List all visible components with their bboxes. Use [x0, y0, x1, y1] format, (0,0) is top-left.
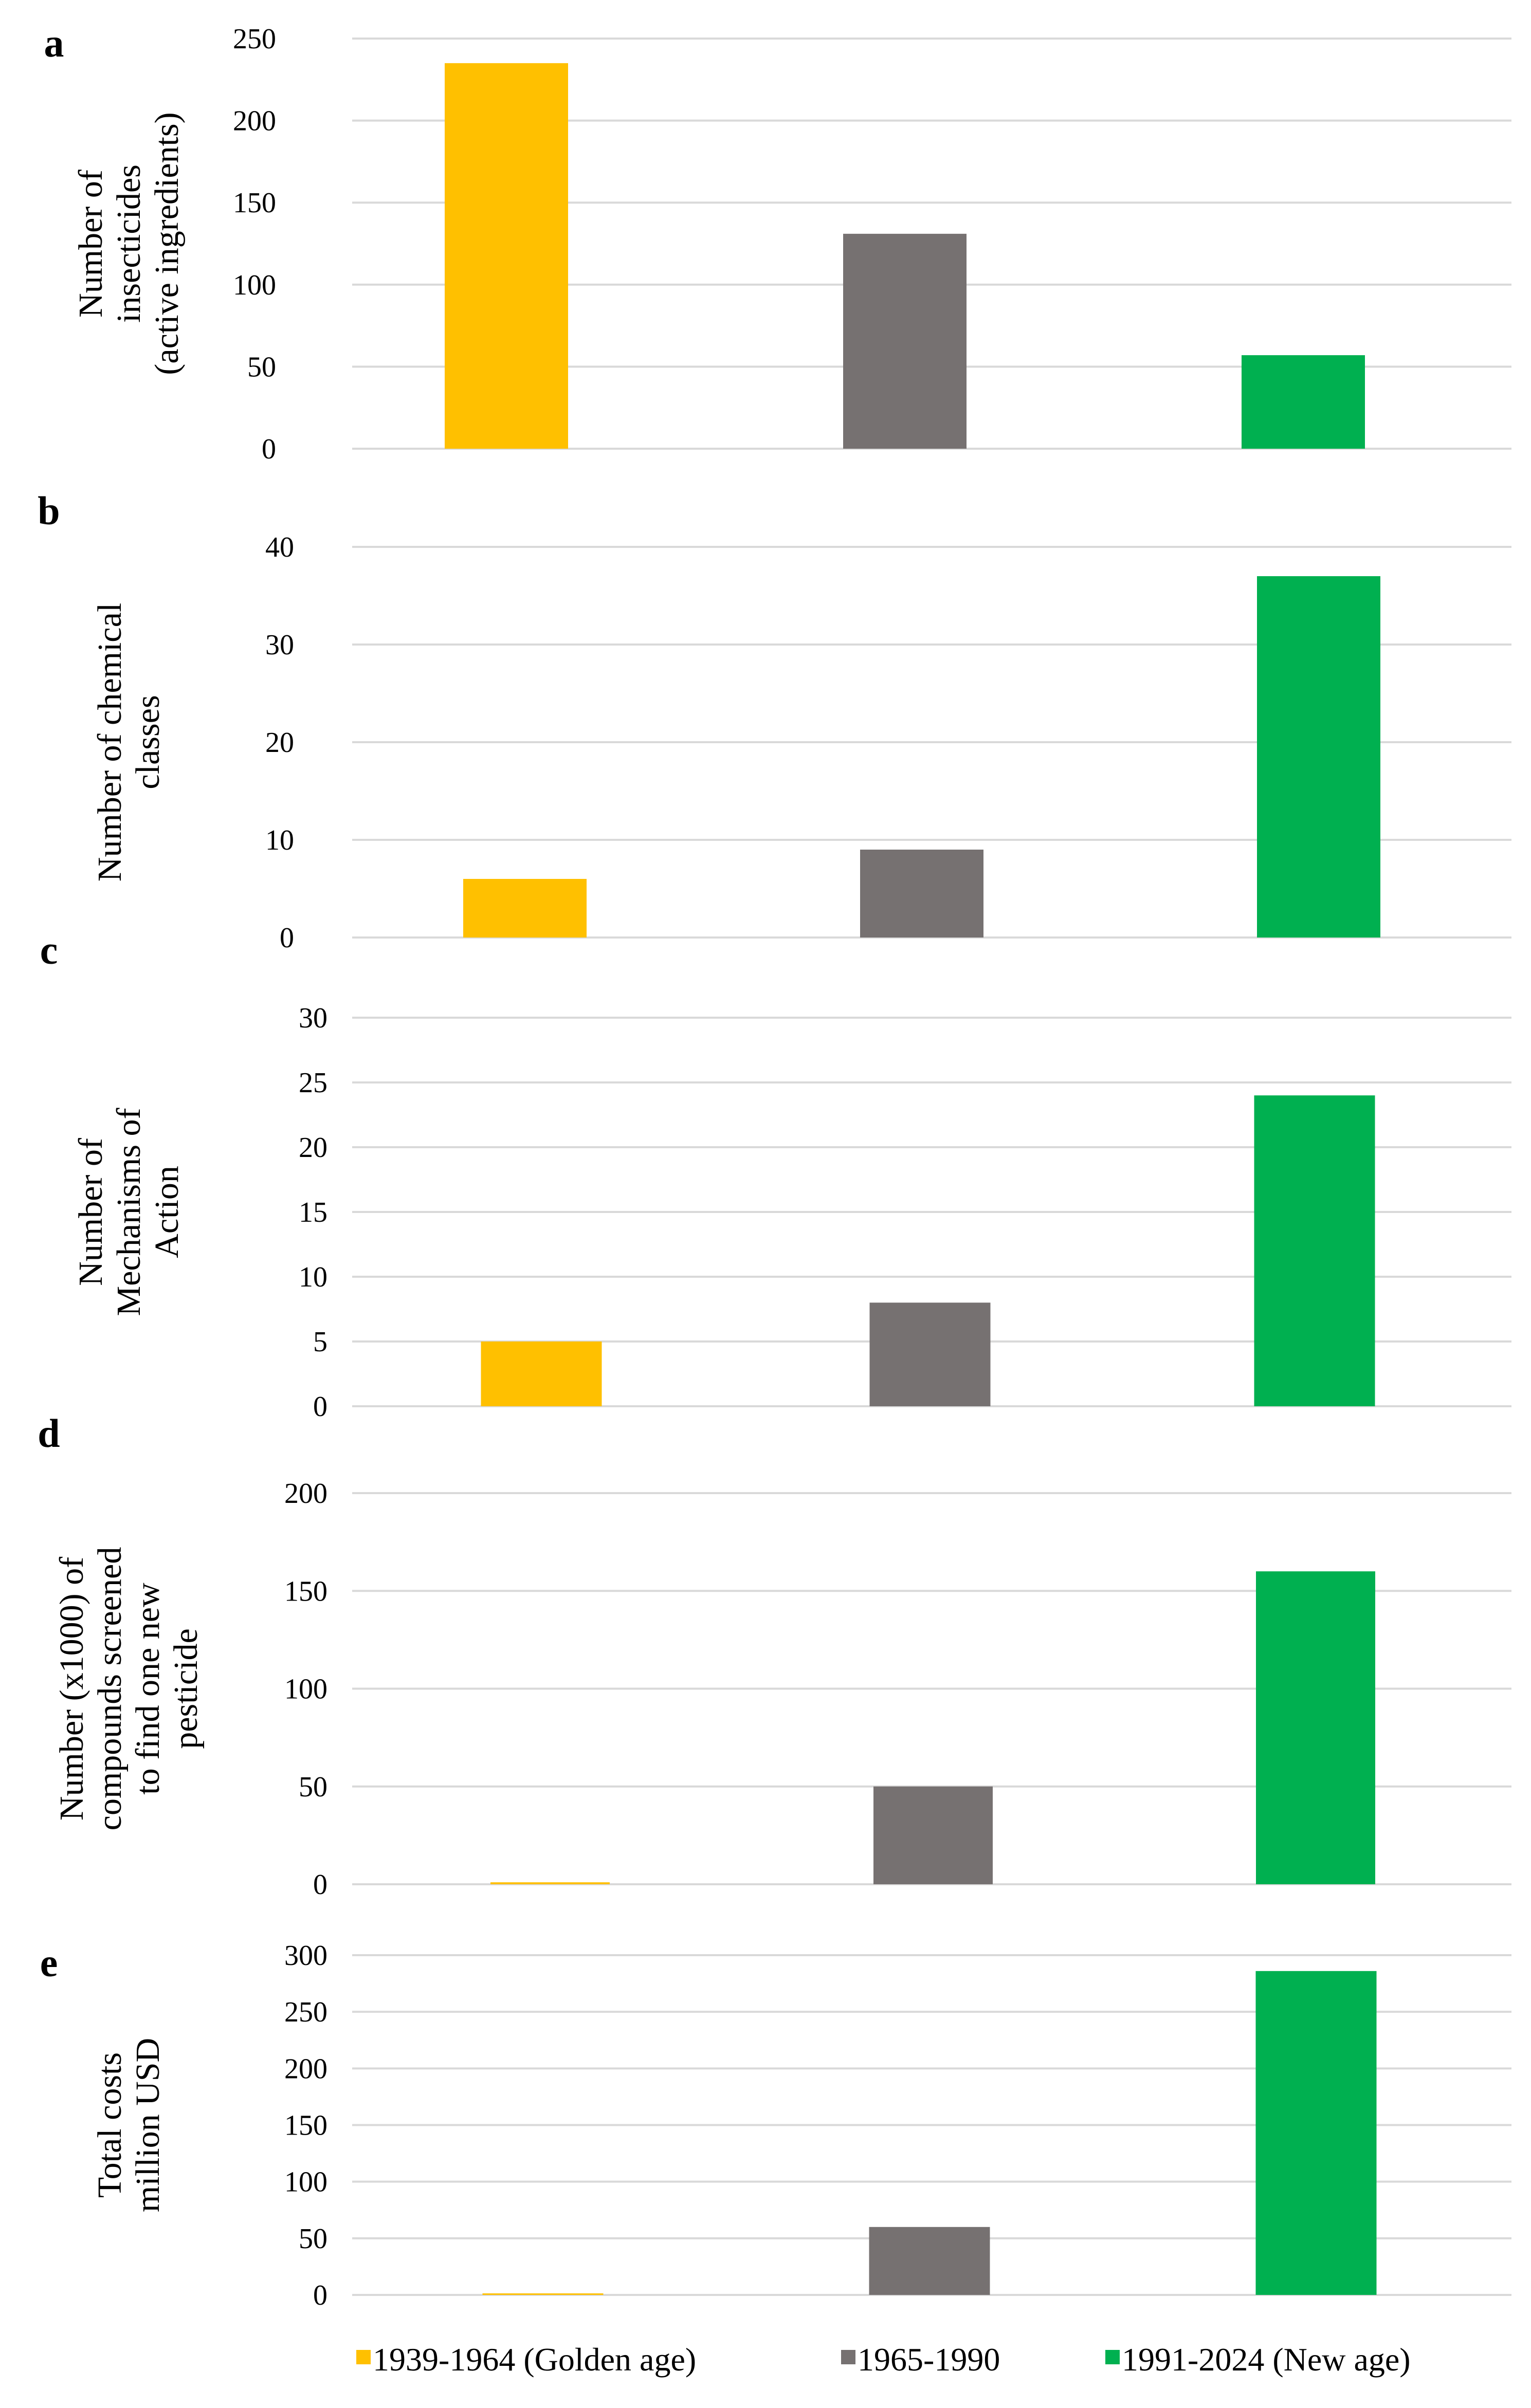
- y-tick-label: 200: [284, 1478, 327, 1510]
- panel-label: e: [40, 1940, 58, 1985]
- y-axis-label-line: classes: [129, 695, 167, 789]
- y-tick-label: 0: [280, 922, 294, 954]
- legend-label: 1939-1964 (Golden age): [373, 2341, 696, 2378]
- legend-label: 1991-2024 (New age): [1122, 2341, 1411, 2378]
- y-axis-label-line: Number of: [72, 1138, 110, 1286]
- y-tick-label: 25: [299, 1067, 327, 1099]
- y-axis-label-line: Action: [148, 1166, 186, 1258]
- y-tick-label: 50: [247, 351, 276, 383]
- y-tick-label: 150: [284, 1575, 327, 1607]
- panel-a: 0 50 100 150 200 250 a Number ofinsecticides(ac…: [44, 21, 1511, 465]
- y-tick-label: 15: [299, 1197, 327, 1228]
- y-axis-label-line: (active ingredients): [148, 112, 186, 375]
- y-tick-label: 10: [299, 1261, 327, 1293]
- y-tick-label: 0: [262, 433, 276, 465]
- bar-e-1: [482, 2293, 604, 2295]
- bar-e-2: [869, 2227, 990, 2295]
- legend-item-1: 1939-1964 (Golden age): [356, 2341, 696, 2378]
- y-axis-label: Number of chemicalclasses: [91, 603, 167, 881]
- bar-b-3: [1257, 576, 1380, 938]
- y-tick-label: 250: [284, 1996, 327, 2028]
- y-tick-label: 150: [284, 2110, 327, 2142]
- y-tick-label: 200: [233, 105, 276, 137]
- panel-b: 0 10 20 30 40 b Number of chemicalclasses: [38, 488, 1511, 954]
- bar-b-1: [463, 879, 587, 938]
- y-axis-label-line: Total costs: [91, 2052, 129, 2198]
- y-tick-label: 0: [313, 1391, 327, 1423]
- bar-c-3: [1254, 1095, 1375, 1406]
- y-tick-label: 200: [284, 2053, 327, 2085]
- panel-label: a: [44, 21, 64, 65]
- y-tick-label: 5: [313, 1326, 327, 1358]
- legend-label: 1965-1990: [858, 2341, 1000, 2378]
- y-axis-label-line: million USD: [129, 2038, 167, 2212]
- bar-d-2: [873, 1786, 993, 1884]
- y-axis-label-line: Number of: [72, 170, 110, 318]
- y-tick-label: 150: [233, 187, 276, 219]
- y-axis-label-line: Number (x1000) of: [53, 1557, 90, 1821]
- y-tick-label: 0: [313, 2280, 327, 2311]
- legend-swatch: [841, 2350, 855, 2364]
- legend: 1939-1964 (Golden age) 1965-1990 1991-2024…: [356, 2341, 1411, 2378]
- panel-label: c: [40, 928, 58, 972]
- y-axis-label-line: Mechanisms of: [110, 1108, 148, 1316]
- y-tick-label: 100: [233, 269, 276, 301]
- panel-c: 0 5 10 15 20 25 30 c Number ofMechanisms ofActio…: [40, 928, 1511, 1423]
- y-axis-label: Number ofinsecticides(active ingredients…: [72, 112, 186, 375]
- y-axis-label-line: compounds screened: [91, 1547, 129, 1831]
- bar-b-2: [860, 850, 983, 938]
- y-axis-label: Number ofMechanisms ofAction: [72, 1108, 186, 1316]
- y-tick-label: 250: [233, 23, 276, 55]
- y-tick-label: 10: [265, 824, 294, 856]
- panel-d: 0 50 100 150 200 d Number (x1000) ofcompounds …: [38, 1411, 1511, 1901]
- y-axis-label-line: Number of chemical: [91, 603, 129, 881]
- y-tick-label: 100: [284, 2166, 327, 2198]
- bar-d-1: [490, 1882, 610, 1884]
- bar-e-3: [1255, 1971, 1377, 2295]
- panel-label: d: [38, 1411, 60, 1456]
- legend-swatch: [356, 2350, 371, 2364]
- y-tick-label: 20: [299, 1132, 327, 1164]
- legend-swatch: [1105, 2350, 1120, 2364]
- y-axis-label-line: to find one new: [129, 1583, 167, 1795]
- y-tick-label: 50: [299, 2223, 327, 2255]
- y-axis-label: Number (x1000) ofcompounds screenedto fi…: [53, 1547, 205, 1831]
- bar-a-2: [843, 233, 967, 449]
- y-tick-label: 300: [284, 1940, 327, 1972]
- bar-c-2: [869, 1302, 991, 1406]
- y-tick-label: 30: [299, 1002, 327, 1034]
- y-tick-label: 30: [265, 629, 294, 661]
- y-tick-label: 20: [265, 727, 294, 759]
- bar-d-3: [1256, 1571, 1375, 1884]
- y-axis-label-line: pesticide: [167, 1628, 205, 1749]
- legend-item-3: 1991-2024 (New age): [1105, 2341, 1411, 2378]
- y-tick-label: 50: [299, 1771, 327, 1803]
- y-tick-label: 40: [265, 531, 294, 563]
- legend-item-2: 1965-1990: [841, 2341, 1000, 2378]
- y-axis-label: Total costsmillion USD: [91, 2038, 167, 2212]
- panel-label: b: [38, 488, 60, 533]
- y-tick-label: 0: [313, 1869, 327, 1901]
- bar-a-3: [1242, 355, 1365, 449]
- y-axis-label-line: insecticides: [110, 164, 148, 323]
- bar-a-1: [445, 63, 568, 449]
- panel-e: 0 50 100 150 200 250 300 e Total costsmillion US…: [40, 1940, 1511, 2311]
- bar-c-1: [481, 1341, 602, 1406]
- y-tick-label: 100: [284, 1674, 327, 1705]
